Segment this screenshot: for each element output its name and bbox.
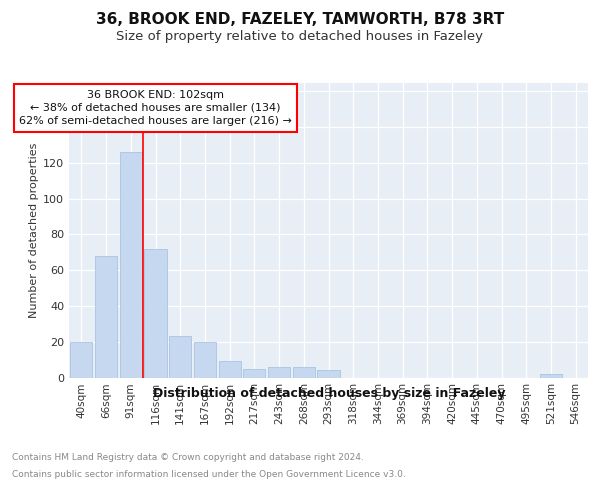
Text: Distribution of detached houses by size in Fazeley: Distribution of detached houses by size …: [152, 388, 505, 400]
Bar: [70, 342, 92, 378]
Bar: [145, 249, 167, 378]
Bar: [95, 256, 117, 378]
Y-axis label: Number of detached properties: Number of detached properties: [29, 142, 39, 318]
Bar: [119, 152, 142, 378]
Bar: [218, 362, 241, 378]
Bar: [194, 342, 216, 378]
Bar: [169, 336, 191, 378]
Bar: [268, 367, 290, 378]
Bar: [293, 367, 315, 378]
Text: 36 BROOK END: 102sqm
← 38% of detached houses are smaller (134)
62% of semi-deta: 36 BROOK END: 102sqm ← 38% of detached h…: [19, 90, 292, 126]
Text: 36, BROOK END, FAZELEY, TAMWORTH, B78 3RT: 36, BROOK END, FAZELEY, TAMWORTH, B78 3R…: [96, 12, 504, 28]
Bar: [243, 368, 265, 378]
Text: Contains public sector information licensed under the Open Government Licence v3: Contains public sector information licen…: [12, 470, 406, 479]
Text: Size of property relative to detached houses in Fazeley: Size of property relative to detached ho…: [116, 30, 484, 43]
Bar: [540, 374, 562, 378]
Bar: [317, 370, 340, 378]
Text: Contains HM Land Registry data © Crown copyright and database right 2024.: Contains HM Land Registry data © Crown c…: [12, 452, 364, 462]
